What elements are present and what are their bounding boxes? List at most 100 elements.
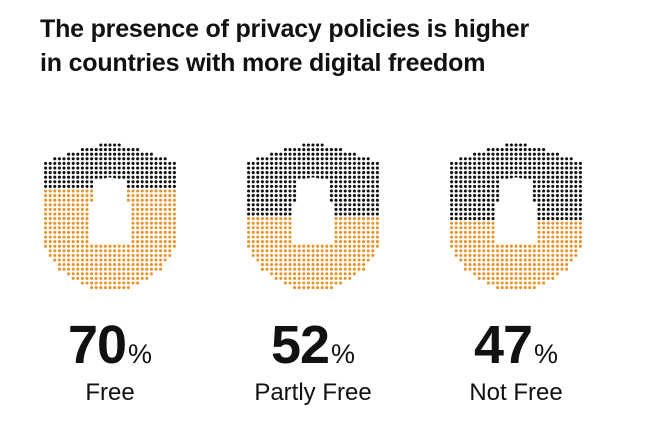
- shield-dot: [288, 263, 292, 267]
- shield-dot: [154, 157, 158, 161]
- shield-dot: [348, 226, 352, 230]
- shield-dot: [85, 194, 89, 198]
- shield-dot: [325, 258, 329, 262]
- shield-dot: [329, 171, 333, 175]
- shield-dot: [528, 272, 532, 276]
- shield-dot: [329, 189, 333, 193]
- shield-dot: [546, 166, 550, 170]
- shield-dot: [126, 194, 130, 198]
- shield-dot: [80, 221, 84, 225]
- shield-dot: [71, 258, 75, 262]
- shield-dot: [357, 253, 361, 257]
- shield-dot: [283, 221, 287, 225]
- shield-dot: [145, 203, 149, 207]
- shield-dot: [560, 198, 564, 202]
- shield-dot: [514, 166, 518, 170]
- shield-dot: [145, 258, 149, 262]
- shield-dot: [546, 235, 550, 239]
- shield-dot: [569, 249, 573, 253]
- shield-dot: [265, 184, 269, 188]
- shield-dot: [265, 180, 269, 184]
- shield-dot: [265, 198, 269, 202]
- shield-dot: [551, 253, 555, 257]
- shield-dot: [366, 221, 370, 225]
- shield-dot: [149, 184, 153, 188]
- shield-dot: [477, 175, 481, 179]
- shield-dot: [491, 152, 495, 156]
- shield-dot: [343, 161, 347, 165]
- shield-dot: [260, 189, 264, 193]
- shield-dot: [468, 221, 472, 225]
- shield-dot: [306, 143, 310, 147]
- shield-dot: [145, 161, 149, 165]
- shield-dot: [454, 166, 458, 170]
- shield-dot: [532, 244, 536, 248]
- shield-dot: [154, 263, 158, 267]
- shield-dot: [565, 244, 569, 248]
- shield-dot: [352, 263, 356, 267]
- shield-dot: [67, 267, 71, 271]
- shield-dot: [574, 235, 578, 239]
- shield-dot: [329, 180, 333, 184]
- shield-dot: [542, 152, 546, 156]
- shield-dot: [348, 240, 352, 244]
- shield-dot: [270, 207, 274, 211]
- shield-dot: [334, 217, 338, 221]
- shield-dot: [145, 253, 149, 257]
- shield-dot: [477, 267, 481, 271]
- shield-dot: [140, 171, 144, 175]
- shield-dot: [473, 175, 477, 179]
- shield-dot: [555, 189, 559, 193]
- shield-dot: [477, 230, 481, 234]
- shield-dot: [265, 226, 269, 230]
- shield-dot: [514, 157, 518, 161]
- shield-dot: [44, 244, 48, 248]
- shield-dot: [357, 189, 361, 193]
- shield-dot: [371, 244, 375, 248]
- shield-dot: [94, 263, 98, 267]
- shield-dot: [569, 207, 573, 211]
- shield-dot: [343, 267, 347, 271]
- shield-dot: [537, 212, 541, 216]
- shield-dot: [270, 272, 274, 276]
- shield-dot: [334, 161, 338, 165]
- shield-dot: [532, 184, 536, 188]
- shield-dot: [477, 152, 481, 156]
- shield-dot: [500, 148, 504, 152]
- shield-dot: [140, 235, 144, 239]
- shield-dot: [528, 263, 532, 267]
- shield-dot: [154, 235, 158, 239]
- shield-dot: [523, 166, 527, 170]
- shield-dot: [339, 180, 343, 184]
- shield-dot: [293, 184, 297, 188]
- shield-dot: [288, 272, 292, 276]
- shield-dot: [450, 203, 454, 207]
- shield-dot: [477, 203, 481, 207]
- shield-dot: [103, 263, 107, 267]
- shield-dot: [67, 175, 71, 179]
- shield-dot: [505, 157, 509, 161]
- shield-dot: [546, 184, 550, 188]
- shield-dot: [450, 184, 454, 188]
- shield-dot: [48, 253, 52, 257]
- shield-dot: [459, 249, 463, 253]
- shield-dot: [302, 244, 306, 248]
- shield-dot: [53, 207, 57, 211]
- shield-dot: [316, 244, 320, 248]
- shield-dot: [565, 189, 569, 193]
- shield-dot: [256, 249, 260, 253]
- shield-dot: [126, 198, 130, 202]
- shield-dot: [131, 148, 135, 152]
- shield-dot: [519, 143, 523, 147]
- shield-dot: [537, 272, 541, 276]
- shield-dot: [53, 253, 57, 257]
- shield-dot: [339, 148, 343, 152]
- shield-dot: [477, 161, 481, 165]
- shield-dot: [454, 189, 458, 193]
- shield-dot: [371, 180, 375, 184]
- shield-dot: [339, 157, 343, 161]
- shield-dot: [486, 221, 490, 225]
- shield-dot: [532, 198, 536, 202]
- shield-dot: [565, 171, 569, 175]
- shield-dot: [565, 263, 569, 267]
